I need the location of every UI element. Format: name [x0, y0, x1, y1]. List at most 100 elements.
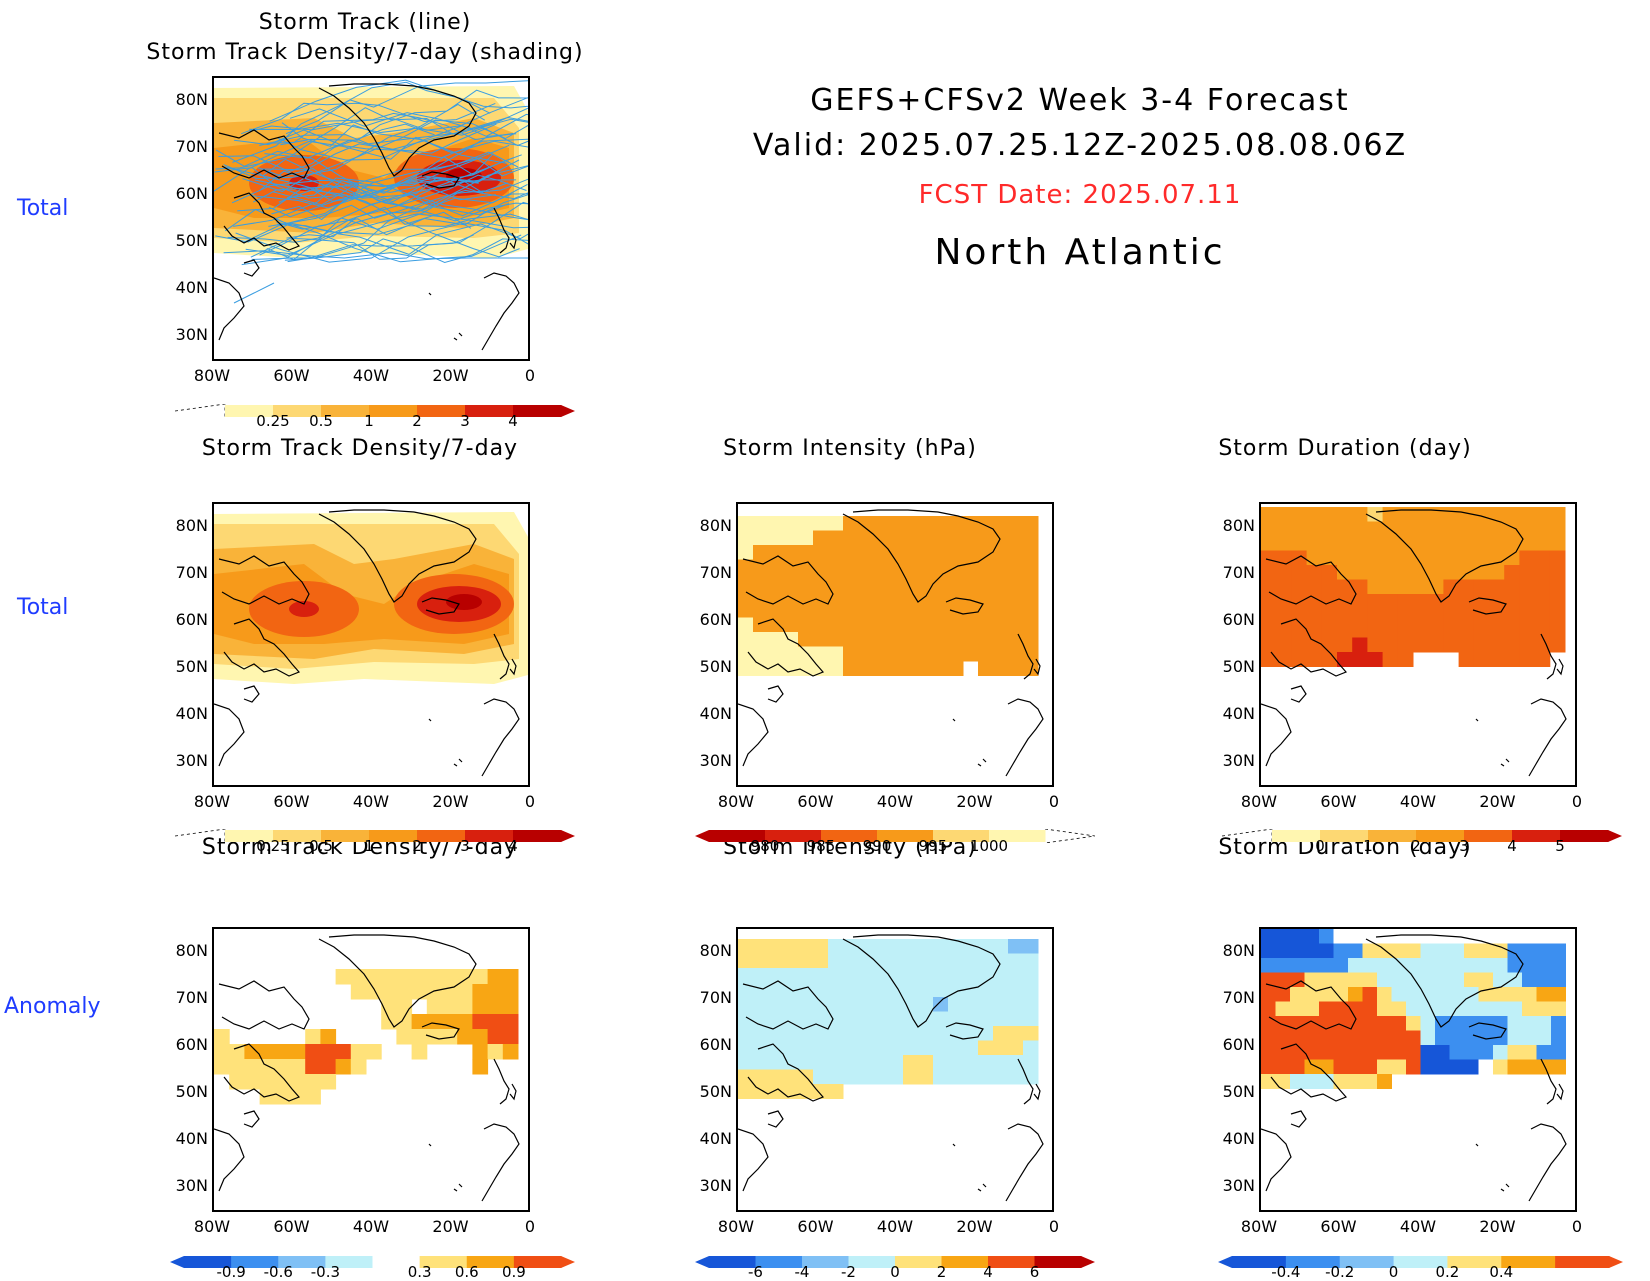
lon-tick-label: 20W [432, 1217, 469, 1236]
colorbar-tick-label: 0.2 [1435, 1263, 1460, 1281]
colorbar-tick-label: 3 [460, 412, 470, 430]
panel1-title-1: Storm Track (line) [258, 10, 472, 35]
lon-tick-label: 60W [797, 792, 834, 811]
colorbar-tick-label: 4 [1507, 837, 1517, 855]
lon-tick-label: 0 [1571, 792, 1583, 811]
colorbar-tick-label: -4 [794, 1263, 810, 1281]
lat-tick-label: 40N [175, 278, 208, 298]
lat-tick-label: 40N [699, 1129, 732, 1149]
lat-tick-label: 40N [1222, 704, 1255, 724]
lat-tick-label: 50N [699, 657, 732, 677]
map-svg-4 [1261, 507, 1567, 777]
map-panel-density-anomaly [212, 927, 530, 1212]
colorbar-tick-label: -6 [748, 1263, 763, 1281]
lon-tick-label: 60W [273, 366, 310, 385]
map-panel-intensity-total [736, 502, 1054, 787]
panel1-title-2: Storm Track Density/7-day (shading) [146, 40, 584, 65]
panel4-title: Storm Duration (day) [1218, 436, 1472, 461]
lat-tick-label: 80N [699, 516, 732, 536]
lat-tick-label: 30N [175, 325, 208, 345]
header-title: GEFS+CFSv2 Week 3-4 Forecast [810, 83, 1350, 118]
lon-tick-label: 60W [273, 792, 310, 811]
colorbar-tick-label: 0.25 [256, 837, 290, 855]
lat-tick-label: 30N [175, 1176, 208, 1196]
lon-tick-label: 20W [1479, 1217, 1516, 1236]
colorbar-tick-label: 2 [936, 1263, 947, 1281]
map-panel-duration-anomaly [1259, 927, 1577, 1212]
lat-tick-label: 80N [175, 90, 208, 110]
colorbar-tick-label: 5 [1555, 837, 1565, 855]
colorbar-tick-label: 0.5 [309, 837, 333, 855]
lon-tick-label: 20W [432, 792, 469, 811]
lon-tick-label: 40W [352, 792, 390, 811]
lat-tick-label: 40N [175, 1129, 208, 1149]
lon-tick-label: 0 [1048, 792, 1060, 811]
lon-tick-label: 20W [1479, 792, 1516, 811]
lon-tick-label: 20W [432, 366, 469, 385]
lat-tick-label: 30N [1222, 1176, 1255, 1196]
lat-tick-label: 30N [175, 751, 208, 771]
lon-tick-label: 0 [524, 366, 536, 385]
lat-tick-label: 30N [699, 751, 732, 771]
lat-tick-label: 50N [175, 1082, 208, 1102]
colorbar-tick-label: 980 [750, 837, 780, 855]
colorbar-tick-label: 6 [1029, 1263, 1040, 1281]
lon-tick-label: 60W [1320, 792, 1357, 811]
lon-tick-label: 60W [273, 1217, 310, 1236]
row-label-anomaly: Anomaly [4, 994, 101, 1019]
colorbar-tick-label: 2 [412, 412, 422, 430]
lon-tick-label: 20W [956, 1217, 993, 1236]
lat-tick-label: 70N [175, 137, 208, 157]
lon-tick-label: 80W [193, 366, 231, 385]
colorbar-tick-label: 3 [460, 837, 470, 855]
lon-tick-label: 0 [524, 1217, 536, 1236]
lat-tick-label: 80N [699, 941, 732, 961]
region-name: North Atlantic [934, 232, 1226, 273]
lat-tick-label: 30N [1222, 751, 1255, 771]
colorbar-tick-label: 0.25 [256, 412, 290, 430]
lat-tick-label: 80N [175, 941, 208, 961]
colorbar-tick-label: 985 [806, 837, 836, 855]
colorbar-tick-label: 995 [918, 837, 948, 855]
colorbar-tick-label: -0.2 [1325, 1263, 1355, 1281]
map-svg-1 [214, 79, 528, 351]
lon-tick-label: 0 [1571, 1217, 1583, 1236]
colorbar-tick-label: 0.5 [309, 412, 333, 430]
lat-tick-label: 80N [1222, 941, 1255, 961]
lat-tick-label: 60N [1222, 1035, 1255, 1055]
lon-tick-label: 0 [524, 792, 536, 811]
colorbar-tick-label: 0.4 [1489, 1263, 1514, 1281]
lat-tick-label: 30N [699, 1176, 732, 1196]
lat-tick-label: 60N [175, 610, 208, 630]
colorbar-duration-anomaly [1218, 1255, 1623, 1269]
colorbar-tick-label: 2 [412, 837, 422, 855]
lon-tick-label: 60W [797, 1217, 834, 1236]
colorbar-tick-label: 1 [364, 412, 374, 430]
lat-tick-label: 40N [175, 704, 208, 724]
lon-tick-label: 80W [193, 792, 231, 811]
lon-tick-label: 20W [956, 792, 993, 811]
map-panel-intensity-anomaly [736, 927, 1054, 1212]
lat-tick-label: 70N [1222, 988, 1255, 1008]
lat-tick-label: 70N [175, 988, 208, 1008]
colorbar-tick-label: 0.6 [454, 1263, 479, 1281]
lon-tick-label: 40W [1399, 1217, 1437, 1236]
lat-tick-label: 50N [1222, 657, 1255, 677]
lat-tick-label: 40N [1222, 1129, 1255, 1149]
lat-tick-label: 50N [175, 657, 208, 677]
lon-tick-label: 40W [1399, 792, 1437, 811]
fcst-date: FCST Date: 2025.07.11 [918, 180, 1242, 210]
header-valid: Valid: 2025.07.25.12Z-2025.08.08.06Z [752, 128, 1408, 163]
map-svg-5 [214, 934, 520, 1202]
lon-tick-label: 80W [717, 792, 755, 811]
lat-tick-label: 60N [175, 184, 208, 204]
lat-tick-label: 60N [175, 1035, 208, 1055]
colorbar-intensity-anomaly [695, 1255, 1095, 1269]
colorbar-tick-label: 1000 [969, 837, 1009, 855]
map-svg-6 [738, 934, 1044, 1202]
lat-tick-label: 70N [699, 988, 732, 1008]
map-panel-storm-track [212, 76, 530, 361]
lon-tick-label: 60W [1320, 1217, 1357, 1236]
lon-tick-label: 80W [1240, 1217, 1278, 1236]
lon-tick-label: 80W [1240, 792, 1278, 811]
